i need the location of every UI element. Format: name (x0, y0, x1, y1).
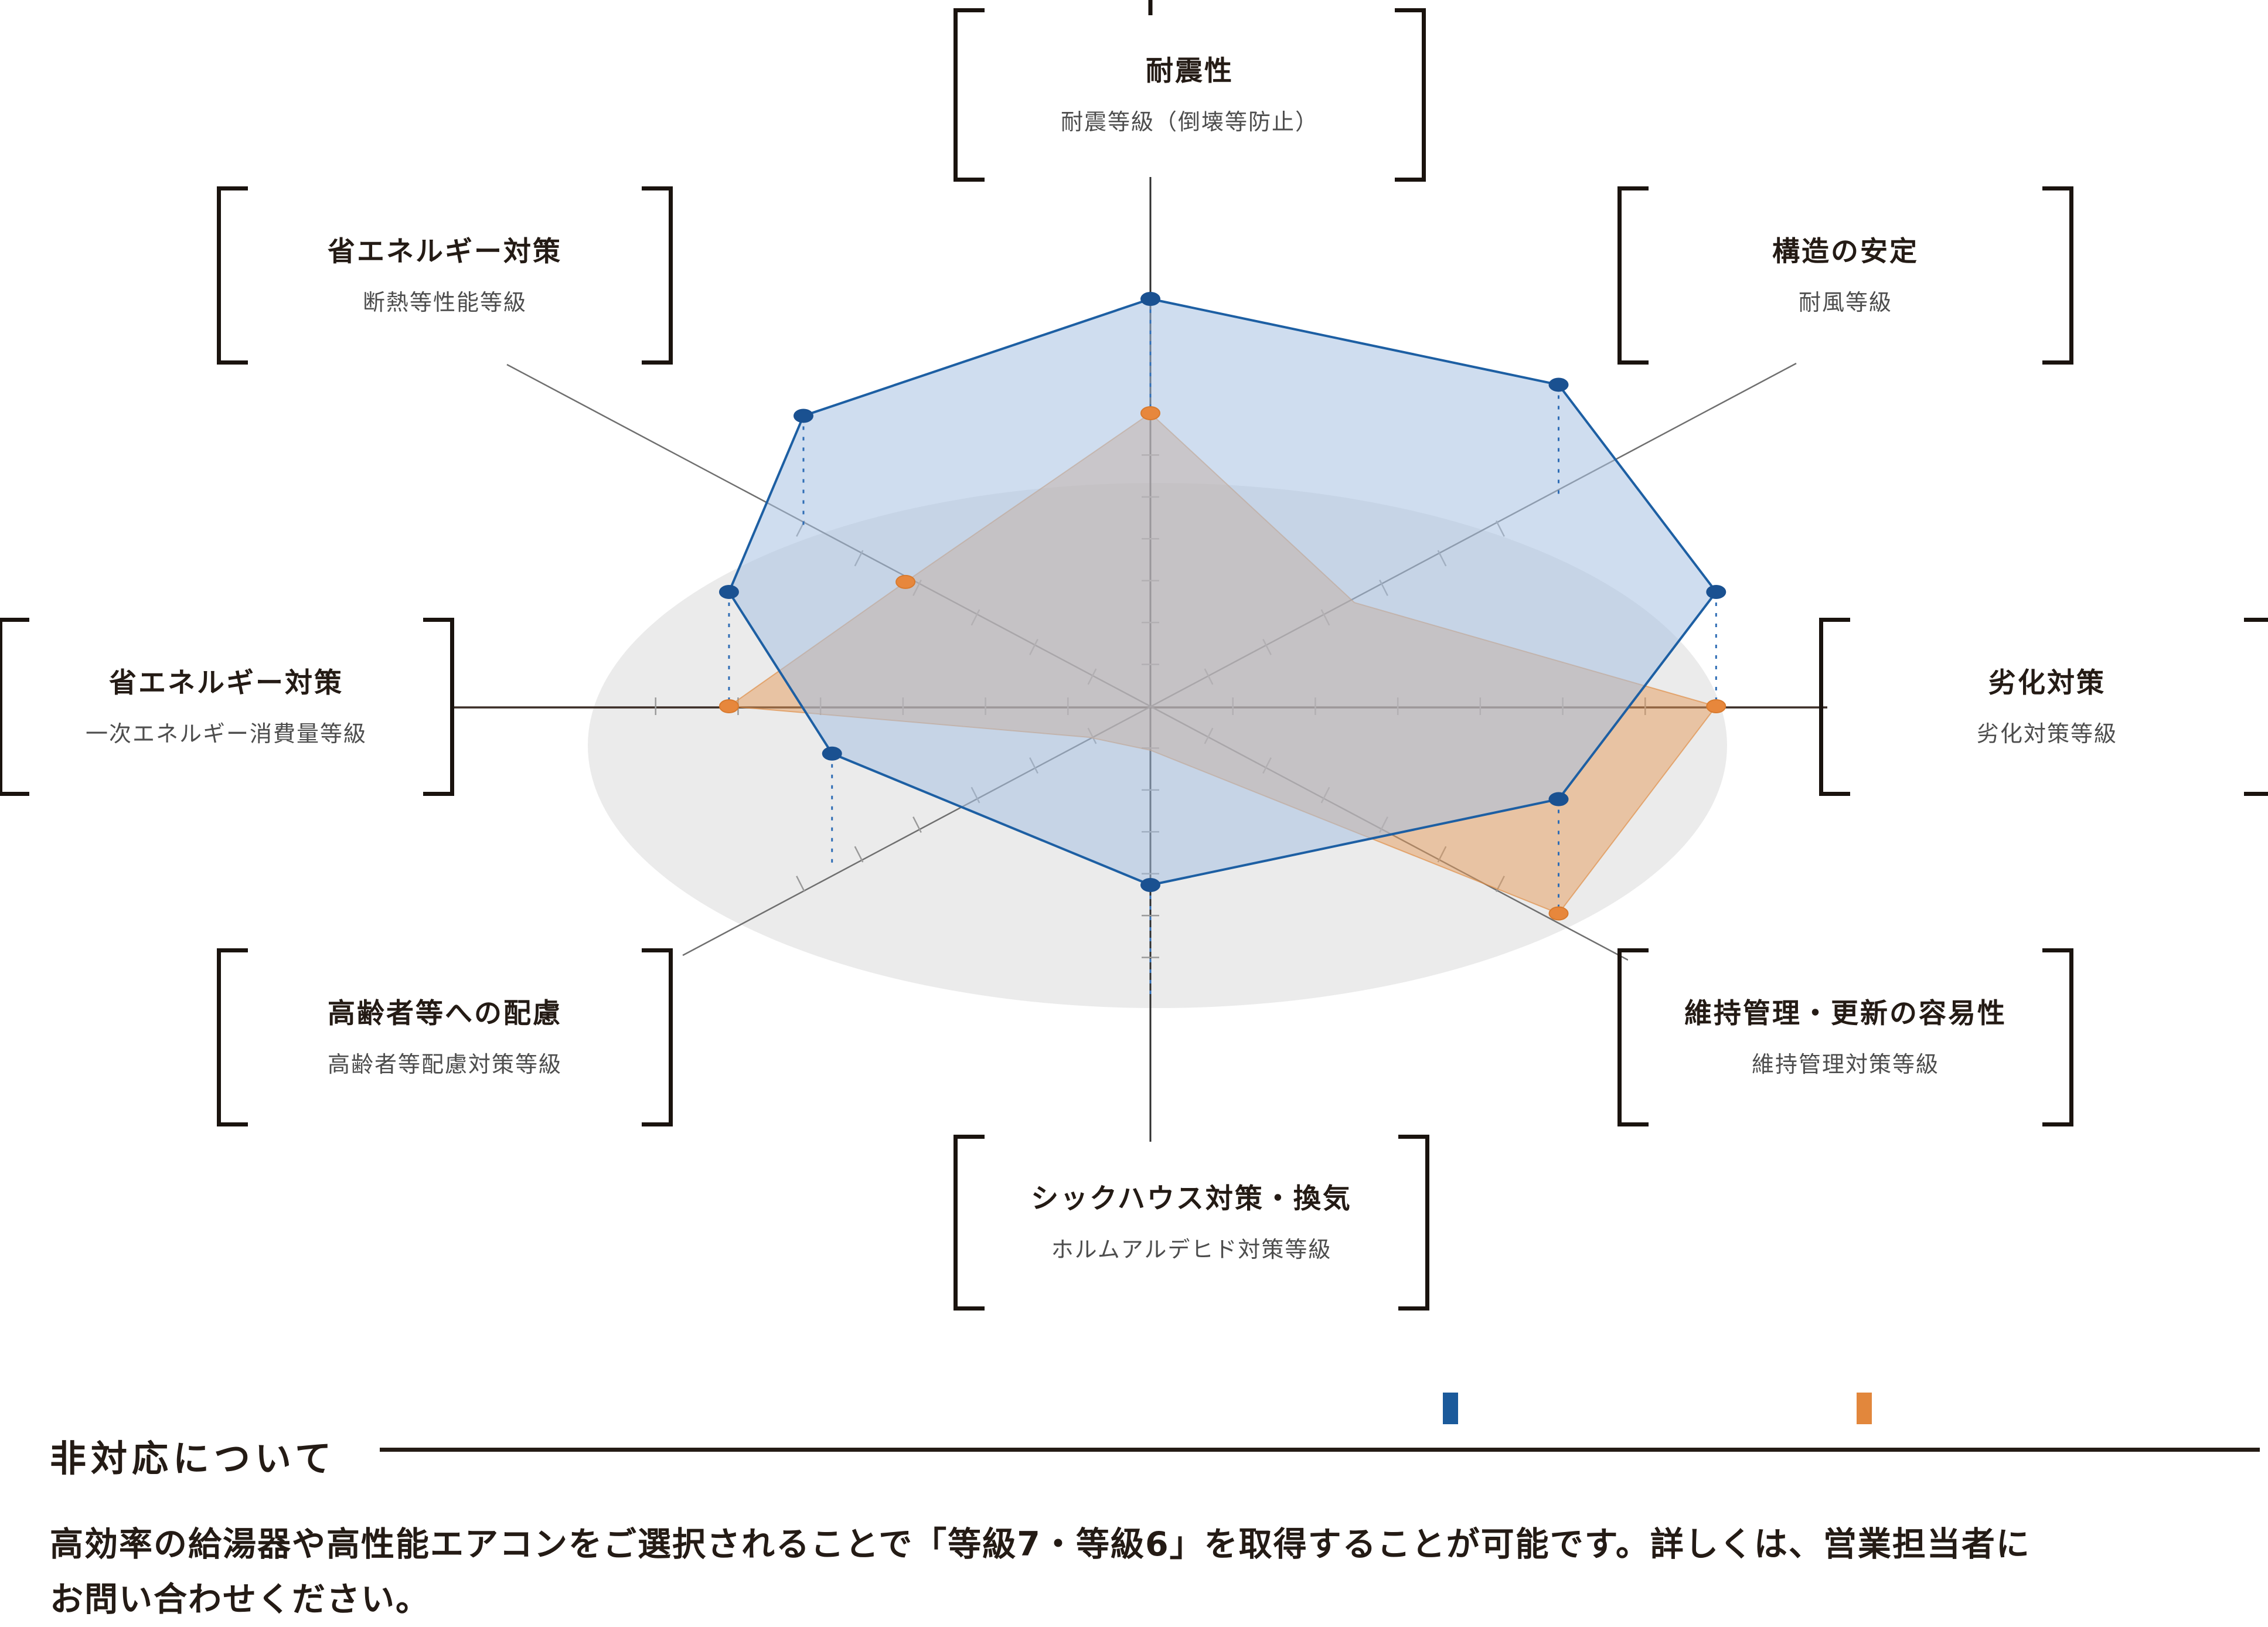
blue-data-point (793, 409, 813, 423)
axis-category-title: 高齢者等への配慮 (328, 997, 562, 1030)
axis-category-title: 劣化対策 (1988, 666, 2106, 699)
axis-category-title: 構造の安定 (1772, 235, 1919, 268)
orange-data-point (1706, 699, 1726, 713)
axis-label-box-top-left: 省エネルギー対策断熱等性能等級 (217, 186, 673, 365)
orange-data-point (1140, 406, 1160, 420)
legend-item-orange (1857, 1393, 1885, 1424)
orange-data-point (1548, 906, 1569, 921)
legend-item-blue (1443, 1393, 1471, 1424)
orange-data-point (718, 699, 739, 713)
axis-grade-sublabel: 高齢者等配慮対策等級 (327, 1051, 562, 1077)
footnote-body-line2: お問い合わせください。 (50, 1580, 430, 1619)
footnote-heading: 非対応について (50, 1437, 336, 1480)
axis-grade-sublabel: 断熱等性能等級 (362, 289, 527, 315)
axis-grade-sublabel: 劣化対策等級 (1976, 720, 2117, 747)
blue-data-point (1548, 377, 1569, 392)
footnote-body: 高効率の給湯器や高性能エアコンをご選択されることで「等級7・等級6」を取得するこ… (50, 1517, 2253, 1627)
blue-data-point (1140, 292, 1160, 306)
axis-category-title: 省エネルギー対策 (109, 666, 343, 699)
axis-label-box-left: 省エネルギー対策一次エネルギー消費量等級 (0, 618, 454, 796)
axis-label-box-bottom-right: 維持管理・更新の容易性維持管理対策等級 (1617, 948, 2073, 1126)
axis-grade-sublabel: ホルムアルデヒド対策等級 (1051, 1236, 1332, 1262)
axis-label-box-top: 耐震性耐震等級（倒壊等防止） (953, 8, 1426, 182)
axis-label-box-top-right: 構造の安定 耐風等級 (1617, 186, 2073, 365)
legend-swatch-blue-icon (1443, 1393, 1458, 1424)
axis-grade-sublabel: 耐風等級 (1798, 289, 1892, 315)
blue-data-point (718, 585, 739, 599)
axis-category-title: 維持管理・更新の容易性 (1684, 997, 2007, 1030)
blue-data-point (1548, 792, 1569, 806)
axis-label-box-right: 劣化対策劣化対策等級 (1819, 618, 2268, 796)
orange-data-point (895, 574, 916, 589)
legend-swatch-orange-icon (1857, 1393, 1872, 1424)
axis-grade-sublabel: 一次エネルギー消費量等級 (85, 720, 367, 747)
axis-scale-tick (854, 846, 864, 863)
blue-data-point (822, 746, 842, 761)
axis-category-title: シックハウス対策・換気 (1031, 1182, 1352, 1215)
axis-scale-tick (796, 876, 805, 892)
axis-label-box-bottom-left: 高齢者等への配慮高齢者等配慮対策等級 (217, 948, 673, 1126)
footnote-divider-rule (380, 1448, 2260, 1452)
axis-scale-tick (912, 816, 922, 833)
axis-category-title: 耐震性 (1146, 55, 1234, 87)
blue-data-point (1706, 585, 1726, 599)
footnote-body-line1: 高効率の給湯器や高性能エアコンをご選択されることで「等級7・等級6」を取得するこ… (50, 1525, 2031, 1564)
blue-data-point (1140, 878, 1160, 892)
axis-grade-sublabel: 耐震等級（倒壊等防止） (1060, 108, 1319, 135)
axis-grade-sublabel: 維持管理対策等級 (1751, 1051, 1939, 1077)
axis-category-title: 省エネルギー対策 (328, 235, 562, 268)
axis-label-box-bottom: シックハウス対策・換気ホルムアルデヒド対策等級 (953, 1135, 1429, 1311)
